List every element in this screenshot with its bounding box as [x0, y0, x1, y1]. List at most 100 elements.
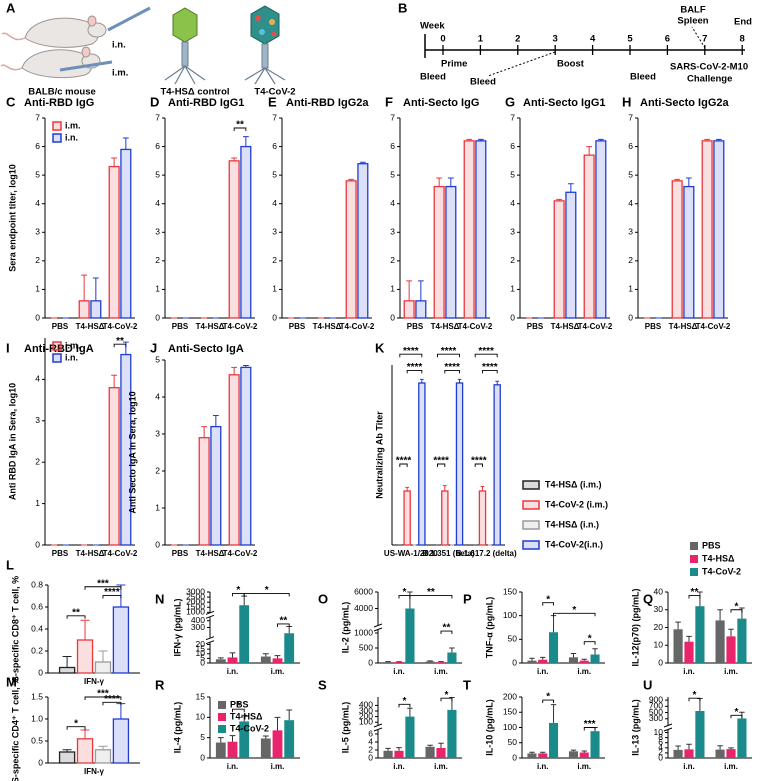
panel-letter: F: [385, 94, 393, 109]
y-tick-label: 0: [390, 312, 395, 322]
y-tick-label: 6: [272, 141, 277, 151]
sig-bracket: [583, 641, 596, 645]
bar: [463, 140, 475, 319]
sig-bracket: [113, 343, 127, 348]
axis-break: [205, 636, 215, 641]
bar: [695, 711, 705, 758]
legend-swatch: [522, 520, 540, 530]
bar: [210, 425, 222, 546]
y-tick-label: 0.8: [31, 579, 43, 589]
error-bar: [466, 138, 473, 141]
y-tick-label: 5: [628, 169, 633, 179]
legend-swatch: [52, 341, 62, 351]
axis-break: [205, 614, 215, 619]
sig-bracket: [542, 602, 554, 606]
error-bar: [717, 745, 723, 750]
y-tick-label: 4: [155, 198, 160, 208]
legend-label: i.n.: [65, 352, 78, 362]
bar: [445, 185, 457, 319]
legend-label: T4-HSΔ (i.m.): [545, 479, 601, 489]
sig-label: **: [236, 120, 244, 131]
legend-label: i.m.: [65, 340, 81, 350]
y-tick-label: 4: [658, 742, 663, 752]
y-tick-label: 0: [200, 657, 205, 667]
y-tick-label: 6: [390, 141, 395, 151]
sig-bracket: [730, 609, 743, 613]
timeline-label: Spleen: [677, 16, 708, 27]
bar: [120, 148, 132, 319]
y-tick-label: 2: [510, 255, 515, 265]
y-tick-label: 0: [38, 757, 43, 767]
y-tick-label: 300: [191, 622, 205, 632]
error-bar: [217, 737, 224, 743]
axis-break: [373, 727, 383, 732]
error-bar: [201, 426, 208, 438]
sig-bracket: [84, 586, 122, 590]
timeline: [424, 26, 745, 77]
error-bar: [480, 486, 485, 491]
bar: [94, 749, 112, 764]
x-tick-label: T4-HSΔ: [76, 322, 105, 331]
bar: [726, 636, 736, 663]
bar: [215, 742, 226, 758]
bar: [527, 660, 537, 663]
sig-bracket: [688, 697, 701, 702]
error-bar: [556, 198, 563, 201]
bar: [78, 300, 90, 319]
x-tick-label: T4-CoV-2: [340, 322, 375, 331]
y-tick-label: 2: [658, 747, 663, 757]
sig-label: *: [403, 696, 407, 707]
y-tick-label: 6: [368, 728, 373, 738]
error-bar: [241, 595, 248, 606]
panel-letter: D: [150, 94, 159, 109]
x-tick-label: i.m.: [577, 762, 591, 771]
y-tick-label: 1: [35, 498, 40, 508]
legend-label: T4-CoV-2(i.n.): [545, 539, 603, 549]
sig-label: ***: [584, 719, 596, 730]
legend-swatch: [522, 500, 540, 510]
error-bar: [436, 177, 443, 187]
x-tick-label: PBS: [407, 322, 424, 331]
y-tick-label: 3: [155, 428, 160, 438]
panel-letter: K: [375, 340, 385, 355]
error-bar: [592, 648, 598, 655]
bar: [112, 606, 130, 674]
x-tick-label: T4-CoV-2: [458, 322, 493, 331]
week-label: 0: [440, 34, 445, 45]
x-tick-label: i.n.: [683, 762, 695, 771]
sig-label: *: [236, 585, 240, 596]
bar: [671, 180, 683, 319]
x-tick-label: i.n.: [537, 762, 549, 771]
bar: [684, 749, 694, 758]
panel-letter: T: [463, 677, 471, 692]
y-tick-label: 2: [155, 255, 160, 265]
error-bar: [62, 749, 72, 752]
error-bar: [98, 650, 108, 662]
sig-label: ****: [441, 346, 457, 357]
bar: [478, 490, 487, 546]
error-bar: [567, 183, 574, 193]
panel-letter: M: [6, 674, 17, 689]
bar: [595, 140, 607, 319]
error-bar: [550, 615, 557, 633]
y-tick-label: 0: [272, 312, 277, 322]
sig-bracket: [399, 463, 408, 467]
bar: [215, 659, 226, 663]
error-bar: [81, 274, 88, 301]
timeline-label: Bleed: [420, 72, 446, 83]
bar: [425, 746, 435, 758]
sig-bracket: [233, 127, 247, 131]
y-tick-label: 1.5: [31, 691, 43, 701]
route-label: i.m.: [112, 68, 128, 79]
error-bar: [396, 747, 402, 751]
y-tick-label: 4: [368, 736, 373, 746]
bar: [568, 751, 578, 758]
week-label: 3: [553, 34, 558, 45]
y-tick-label: 6: [658, 737, 663, 747]
y-tick-label: 3: [510, 227, 515, 237]
error-bar: [80, 619, 90, 640]
y-axis-label: IL-10 (pg/mL): [484, 699, 494, 756]
sig-bracket: [399, 353, 423, 358]
error-bar: [675, 745, 681, 750]
x-tick-label: PBS: [527, 322, 544, 331]
